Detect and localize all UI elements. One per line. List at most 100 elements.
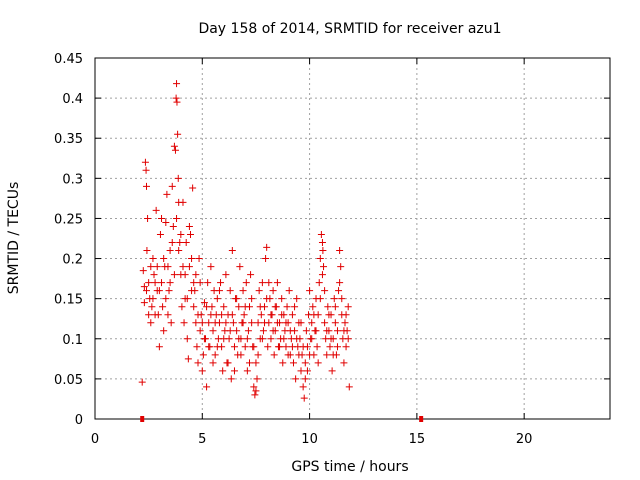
data-point [256,303,264,311]
data-point [159,303,167,311]
x-tick-label: 5 [198,432,206,447]
y-tick-label: 0.25 [54,212,83,227]
data-point [149,255,157,263]
data-point [163,190,171,198]
data-point [259,327,267,335]
data-point [336,247,344,255]
data-point [183,335,191,343]
data-point [340,359,348,367]
data-point [306,351,314,359]
data-point [158,279,166,287]
data-point [145,279,153,287]
data-point [236,263,244,271]
axis-markers [140,416,424,422]
data-point [140,299,148,307]
data-point [276,343,284,351]
data-point [140,283,148,291]
data-point [142,166,150,174]
data-point [331,303,339,311]
data-point [279,359,287,367]
data-point [181,271,189,279]
data-point [286,327,294,335]
data-point [331,319,339,327]
data-point [179,198,187,206]
data-point [316,255,324,263]
data-point [342,311,350,319]
data-point [293,335,301,343]
data-point [147,319,155,327]
data-point [153,263,161,271]
y-tick-label: 0.3 [62,172,83,187]
data-point [190,279,198,287]
data-point [143,182,150,190]
data-point [333,343,341,351]
data-point [152,206,160,214]
data-point [148,303,156,311]
data-point [203,303,211,311]
data-point [170,142,178,150]
data-point [158,214,166,222]
data-point [228,311,236,319]
data-point [300,394,308,402]
data-point [337,263,345,271]
data-point [222,319,230,327]
data-point [175,247,183,255]
data-point [165,287,173,295]
data-point [207,263,215,271]
data-point [219,367,227,375]
data-point [218,311,226,319]
data-point [169,222,177,230]
data-point [138,378,146,386]
data-point [213,295,221,303]
data-point [145,311,153,319]
data-point [321,319,329,327]
data-point [180,319,188,327]
grid-lines [95,58,610,419]
y-tick-label: 0.35 [54,132,83,147]
x-axis-label: GPS time / hours [291,459,408,475]
data-point [217,279,225,287]
data-point [297,319,305,327]
y-tick-label: 0.05 [54,373,83,388]
data-point [147,263,155,271]
data-point [242,279,250,287]
data-point [267,335,275,343]
data-point [325,311,333,319]
data-point [283,303,291,311]
data-point [320,263,328,271]
data-point [241,343,249,351]
data-point [341,319,349,327]
x-tick-label: 0 [91,432,99,447]
data-point [178,303,186,311]
data-point [173,80,181,88]
data-point [230,343,238,351]
data-point [170,271,178,279]
data-point [196,327,204,335]
data-point [321,287,329,295]
data-point [141,158,149,166]
data-point [156,230,164,238]
data-point [312,327,320,335]
data-point [250,383,258,391]
data-point [173,98,181,106]
data-point [263,243,271,251]
data-point [166,279,174,287]
data-point [226,287,234,295]
data-point [162,295,170,303]
data-point [174,130,182,138]
data-point [333,327,341,335]
data-point [252,387,260,395]
data-point [289,359,297,367]
data-point [171,146,179,154]
data-point [237,351,245,359]
data-point [323,351,331,359]
data-point [244,327,252,335]
data-point [155,343,163,351]
data-point [292,375,300,383]
data-point [285,287,293,295]
data-point [182,239,190,247]
data-point [308,319,316,327]
data-point [335,287,343,295]
data-point [211,319,219,327]
